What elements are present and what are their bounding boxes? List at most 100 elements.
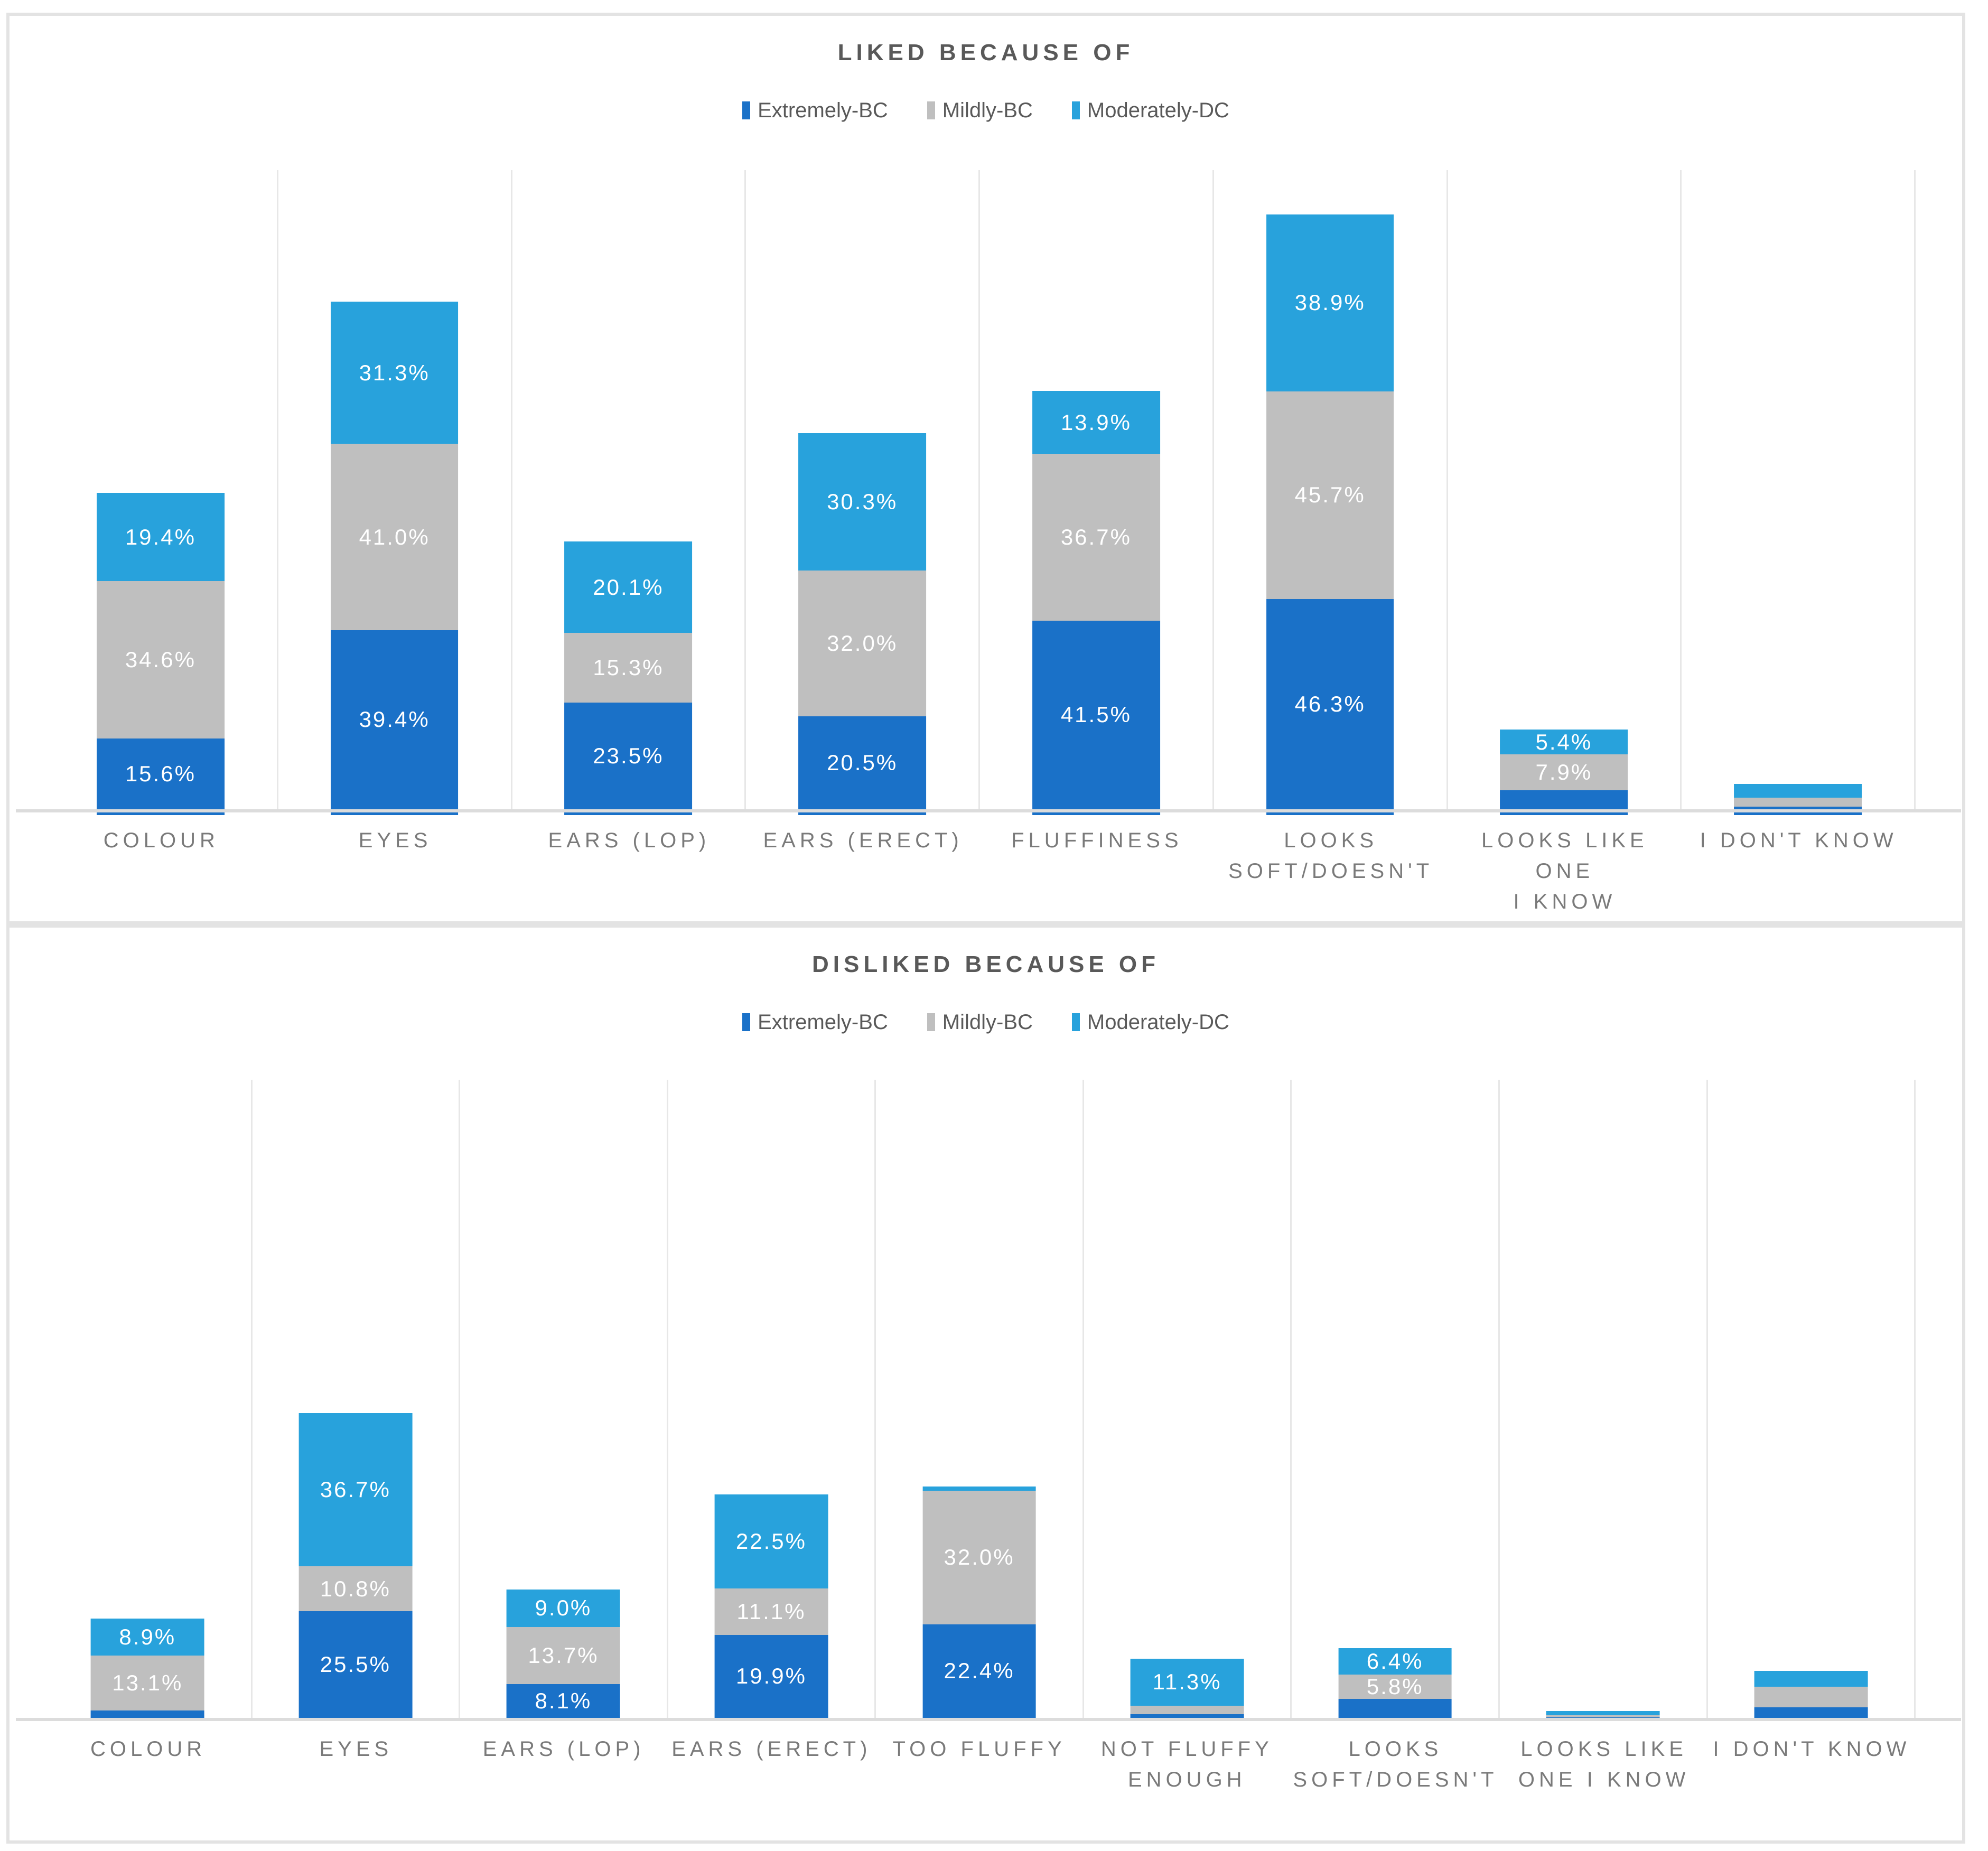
data-label: 46.3% [1294, 691, 1366, 716]
bar-segment-mildly_bc [1734, 798, 1862, 807]
plot-column: 7.9% 5.4% [1448, 170, 1682, 815]
plot-column: 8.1% 13.7% 9.0% [460, 1079, 668, 1718]
bar-base-strip [798, 812, 927, 815]
bar-segment-mildly_bc: 11.1% [714, 1588, 828, 1635]
plot-column: 11.3% [1084, 1079, 1292, 1718]
plot-area: 15.6% 34.6% 19.4% 39.4% 41.0% 31.3% 23.5% 15.3%… [16, 170, 1961, 815]
x-axis-label: EARS (LOP) [482, 1737, 645, 1761]
bar-segment-extremely_bc: 22.4% [922, 1624, 1036, 1718]
bar-segment-mildly_bc: 45.7% [1266, 391, 1394, 599]
plot-column: 20.5% 32.0% 30.3% [746, 170, 980, 815]
bar-segment-mildly_bc: 5.8% [1338, 1675, 1452, 1699]
bar-base-strip [96, 812, 225, 815]
bar-segment-moderately_dc: 20.1% [564, 541, 693, 633]
bar-segment-moderately_dc: 36.7% [298, 1413, 413, 1566]
data-label: 8.9% [119, 1624, 176, 1649]
data-label: 7.9% [1535, 759, 1593, 784]
chart-title: LIKED BECAUSE OF [837, 40, 1134, 66]
plot-column: 39.4% 41.0% 31.3% [278, 170, 512, 815]
bar-segment-moderately_dc: 8.9% [90, 1618, 204, 1656]
bar-segment-extremely_bc: 20.5% [798, 716, 927, 809]
data-label: 38.9% [1294, 290, 1366, 315]
data-label: 5.4% [1535, 729, 1593, 754]
bar-segment-moderately_dc [1734, 783, 1862, 798]
x-axis-label: EARS (LOP) [548, 828, 711, 852]
plot-column: 19.9% 11.1% 22.5% [668, 1079, 876, 1718]
bar-segment-moderately_dc: 19.4% [96, 493, 225, 582]
stacked-bar: 19.9% 11.1% 22.5% [714, 1494, 828, 1718]
legend-label: Moderately-DC [1087, 1010, 1229, 1034]
bar-segment-moderately_dc: 22.5% [714, 1494, 828, 1588]
x-axis-label: LOOKS LIKE ONE I KNOW [1481, 828, 1648, 913]
legend-label: Moderately-DC [1087, 98, 1229, 122]
x-axis-label: EARS (ERECT) [763, 828, 963, 852]
stacked-bar: 46.3% 45.7% 38.9% [1266, 214, 1394, 815]
plot-column: 25.5% 10.8% 36.7% [253, 1079, 461, 1718]
plot-column: 23.5% 15.3% 20.1% [512, 170, 746, 815]
data-label: 6.4% [1366, 1649, 1424, 1674]
x-axis-label: LOOKS LIKE ONE I KNOW [1518, 1737, 1690, 1791]
stacked-bar: 23.5% 15.3% 20.1% [564, 541, 693, 815]
legend-item-moderately-dc: Moderately-DC [1071, 98, 1229, 123]
stacked-bar: 20.5% 32.0% 30.3% [798, 433, 927, 815]
x-axis-label: NOT FLUFFY ENOUGH [1100, 1737, 1273, 1791]
x-axis-label: EYES [358, 828, 432, 852]
bar-segment-moderately_dc: 11.3% [1130, 1658, 1244, 1706]
data-label: 19.9% [735, 1663, 807, 1689]
plot-column [1500, 1079, 1708, 1718]
legend-label: Extremely-BC [758, 1010, 888, 1034]
legend-item-moderately-dc: Moderately-DC [1071, 1010, 1229, 1034]
data-label: 45.7% [1294, 482, 1366, 508]
data-label: 20.5% [827, 750, 898, 775]
bar-segment-mildly_bc: 34.6% [96, 581, 225, 738]
x-axis-label: LOOKS SOFT/DOESN'T [1228, 828, 1434, 883]
data-label: 36.7% [320, 1477, 391, 1502]
x-axis-label: COLOUR [90, 1737, 207, 1761]
bar-segment-mildly_bc: 36.7% [1032, 454, 1160, 621]
stacked-bar: 11.3% [1130, 1658, 1244, 1718]
plot-column: 5.8% 6.4% [1292, 1079, 1500, 1718]
chart-legend: Extremely-BC Mildly-BC Moderately-DC [10, 99, 1962, 123]
bar-segment-extremely_bc: 19.9% [714, 1634, 828, 1718]
bar-segment-mildly_bc: 10.8% [298, 1566, 413, 1612]
stacked-bar: 5.8% 6.4% [1338, 1648, 1452, 1718]
plot-column: 46.3% 45.7% 38.9% [1214, 170, 1448, 815]
plot-column: 13.1% 8.9% [44, 1079, 253, 1718]
data-label: 36.7% [1060, 525, 1132, 550]
bar-segment-extremely_bc: 41.5% [1032, 620, 1160, 809]
bar-segment-moderately_dc: 13.9% [1032, 390, 1160, 454]
stacked-bar: 7.9% 5.4% [1500, 730, 1628, 815]
bar-segment-mildly_bc [1754, 1686, 1868, 1707]
x-axis-label: EYES [319, 1737, 393, 1761]
stacked-bar: 13.1% 8.9% [90, 1618, 204, 1718]
bar-segment-moderately_dc: 31.3% [330, 302, 459, 444]
stacked-bar: 41.5% 36.7% 13.9% [1032, 390, 1160, 815]
bar-segment-extremely_bc [1338, 1699, 1452, 1718]
bar-segment-extremely_bc: 23.5% [564, 702, 693, 809]
disliked-chart-panel: DISLIKED BECAUSE OF Extremely-BC Mildly-… [6, 924, 1965, 1844]
data-label: 22.5% [735, 1529, 807, 1554]
bar-segment-moderately_dc: 5.4% [1500, 730, 1628, 754]
bar-base-strip [1266, 812, 1394, 815]
bar-segment-moderately_dc [1754, 1670, 1868, 1687]
plot-column [1682, 170, 1916, 815]
data-label: 25.5% [320, 1652, 391, 1677]
x-axis-label: I DON'T KNOW [1713, 1737, 1911, 1761]
bar-segment-moderately_dc: 30.3% [798, 433, 927, 571]
legend-item-mildly-bc: Mildly-BC [927, 99, 1033, 123]
x-axis-label: LOOKS SOFT/DOESN'T [1293, 1737, 1498, 1791]
bar-segment-moderately_dc: 38.9% [1266, 214, 1394, 391]
bar-base-strip [330, 812, 459, 815]
bar-segment-moderately_dc: 6.4% [1338, 1648, 1452, 1675]
x-axis-label: I DON'T KNOW [1700, 828, 1898, 852]
bar-segment-moderately_dc [1546, 1711, 1660, 1715]
stacked-bar: 22.4% 32.0% [922, 1487, 1036, 1718]
bar-segment-moderately_dc: 9.0% [507, 1589, 620, 1627]
data-label: 32.0% [944, 1545, 1015, 1570]
data-label: 11.3% [1152, 1669, 1222, 1695]
data-label: 34.6% [125, 647, 196, 672]
legend-item-extremely-bc: Extremely-BC [742, 1011, 888, 1034]
bar-segment-mildly_bc: 13.7% [507, 1626, 620, 1684]
plot-area: 13.1% 8.9% 25.5% 10.8% 36.7% 8.1% 13.7% 9.0% 19.… [16, 1079, 1961, 1721]
data-label: 32.0% [827, 630, 898, 656]
